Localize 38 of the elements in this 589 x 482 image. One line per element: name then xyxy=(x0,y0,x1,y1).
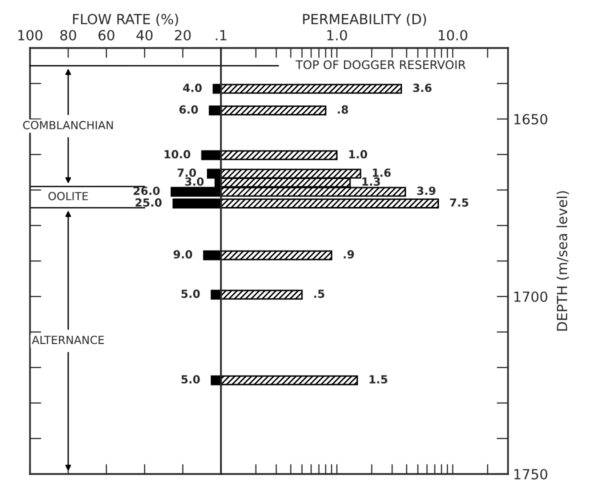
x-tick-label: 20 xyxy=(174,30,191,40)
x-tick-label: 80 xyxy=(60,30,76,40)
data-label: .8 xyxy=(338,105,348,114)
data-label: 5.0 xyxy=(182,375,200,384)
data-label: 10.0 xyxy=(164,150,190,158)
data-label: 7.5 xyxy=(450,198,468,207)
x-tick-label: 60 xyxy=(98,30,114,40)
data-label: 3.9 xyxy=(417,186,436,195)
x-tick-label: 10.0 xyxy=(438,30,468,40)
data-label: 1.5 xyxy=(370,375,388,384)
data-label: 9.0 xyxy=(174,250,192,259)
x-tick-label: 100 xyxy=(18,30,42,40)
data-label: .5 xyxy=(314,290,324,298)
ref-line-label: TOP OF DOGGER RESERVOIR xyxy=(296,60,466,70)
data-label: 5.0 xyxy=(182,290,200,298)
data-label: 7.0 xyxy=(178,168,196,177)
data-label: 1.0 xyxy=(349,150,368,158)
data-label: 3.0 xyxy=(185,177,204,186)
x-axis-title: FLOW RATE (%) xyxy=(73,14,178,26)
data-label: 1.3 xyxy=(362,177,380,186)
annotation: ALTERNANCE xyxy=(32,336,104,344)
annotation: COMBLANCHIAN xyxy=(23,120,113,130)
data-label: 1.6 xyxy=(372,168,391,177)
data-label: 26.0 xyxy=(134,186,160,195)
y-tick-label: 1650 xyxy=(514,114,548,124)
data-label: 6.0 xyxy=(179,105,198,114)
data-label: .9 xyxy=(344,250,354,259)
data-label: 3.6 xyxy=(413,84,432,92)
x-axis-title: PERMEABILITY (D) xyxy=(303,14,426,26)
x-tick-label: 40 xyxy=(136,30,153,40)
annotation: OOLITE xyxy=(48,192,88,200)
x-tick-label: 1.0 xyxy=(327,30,347,40)
y-tick-label: 1750 xyxy=(514,468,548,480)
data-label: 4.0 xyxy=(183,84,202,92)
y-tick-label: 1700 xyxy=(514,291,548,302)
y-axis-title: DEPTH (m/sea level) xyxy=(556,191,569,331)
x-tick-label: .1 xyxy=(216,30,226,40)
data-label: 25.0 xyxy=(136,198,162,207)
